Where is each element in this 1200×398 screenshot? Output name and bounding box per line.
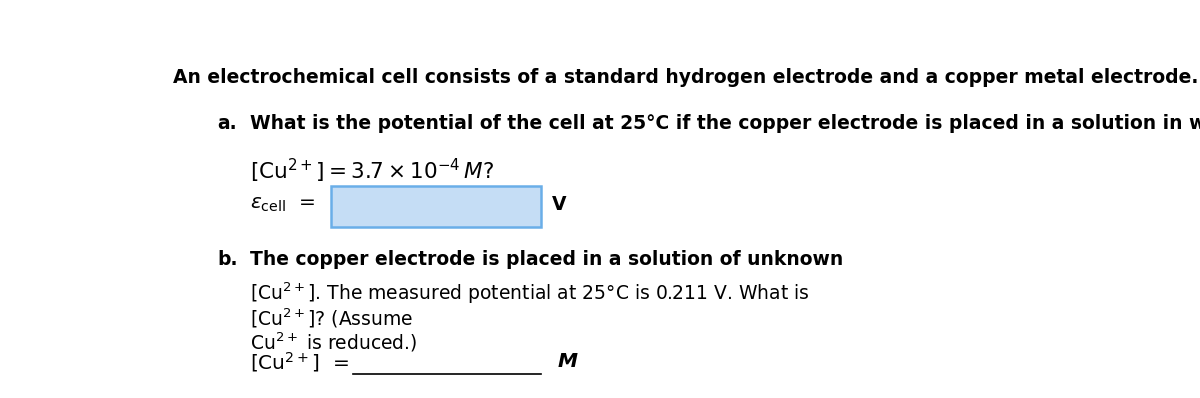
FancyBboxPatch shape: [331, 185, 541, 227]
Text: What is the potential of the cell at 25°C if the copper electrode is placed in a: What is the potential of the cell at 25°…: [251, 114, 1200, 133]
Text: $\left[\mathrm{Cu}^{2+}\right]$. The measured potential at 25°C is 0.211 V. What: $\left[\mathrm{Cu}^{2+}\right]$. The mea…: [251, 281, 810, 306]
Text: V: V: [552, 195, 566, 214]
Text: a.: a.: [217, 114, 236, 133]
Text: $\left[\mathrm{Cu}^{2+}\right]$? (Assume: $\left[\mathrm{Cu}^{2+}\right]$? (Assume: [251, 307, 414, 330]
Text: $\left[\mathrm{Cu}^{2+}\right] = 3.7 \times 10^{-4}\,M?$: $\left[\mathrm{Cu}^{2+}\right] = 3.7 \ti…: [251, 156, 494, 185]
Text: The copper electrode is placed in a solution of unknown: The copper electrode is placed in a solu…: [251, 250, 844, 269]
Text: An electrochemical cell consists of a standard hydrogen electrode and a copper m: An electrochemical cell consists of a st…: [173, 68, 1199, 87]
Text: $\mathrm{Cu}^{2+}$ is reduced.): $\mathrm{Cu}^{2+}$ is reduced.): [251, 330, 418, 354]
Text: M: M: [557, 352, 577, 371]
Text: $\left[\mathrm{Cu}^{2+}\right]$  =: $\left[\mathrm{Cu}^{2+}\right]$ =: [251, 350, 349, 374]
Text: b.: b.: [217, 250, 238, 269]
Text: $\varepsilon_{\mathrm{cell}}$  =: $\varepsilon_{\mathrm{cell}}$ =: [251, 195, 316, 214]
